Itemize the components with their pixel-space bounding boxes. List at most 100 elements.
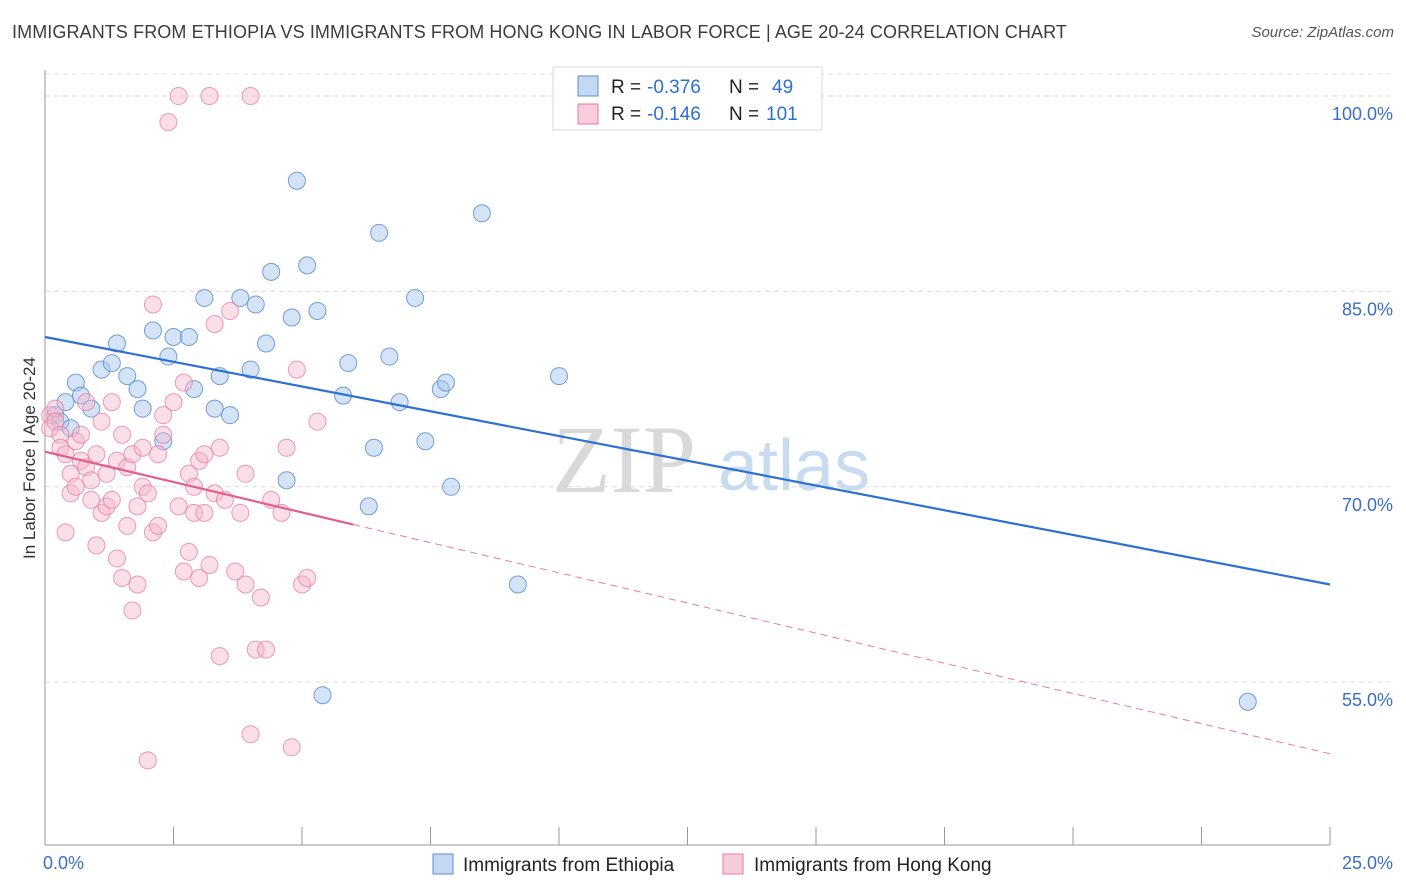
data-point-hongkong [308,412,327,431]
data-point-hongkong [257,640,276,659]
data-point-hongkong [251,588,270,607]
data-point-hongkong [159,113,178,132]
data-point-hongkong [231,503,250,522]
data-point-hongkong [56,523,75,542]
data-point-hongkong [138,484,157,503]
data-point-ethiopia [370,223,389,242]
y-axis-label: In Labor Force | Age 20-24 [20,357,39,559]
legend-r-value-1: -0.376 [647,77,701,98]
data-point-hongkong [174,562,193,581]
series-hongkong-points [41,87,327,770]
data-point-hongkong [102,490,121,509]
axes [44,70,1331,846]
data-point-ethiopia [231,288,250,307]
data-point-ethiopia [298,256,317,275]
data-point-ethiopia [56,393,75,412]
data-point-hongkong [179,542,198,561]
data-point-ethiopia [406,288,425,307]
data-point-ethiopia [282,308,301,327]
data-point-ethiopia [550,367,568,386]
y-tick-label: 55.0% [1342,690,1393,710]
data-point-hongkong [287,360,306,379]
data-point-ethiopia [241,360,260,379]
legend-n-label-2: N = [729,104,759,125]
legend-n-value-1: 49 [772,77,793,98]
data-point-ethiopia [195,288,214,307]
data-point-ethiopia [262,262,281,281]
data-point-hongkong [102,393,121,412]
y-tick-label: 100.0% [1332,104,1393,124]
legend-n-value-2: 101 [766,104,798,125]
data-point-hongkong [277,438,296,457]
data-point-hongkong [164,393,183,412]
data-point-hongkong [241,725,260,744]
data-point-ethiopia [133,399,152,418]
data-point-ethiopia [205,399,224,418]
data-point-hongkong [195,445,214,464]
data-point-ethiopia [364,438,383,457]
data-point-ethiopia [102,354,121,373]
legend-r-value-2: -0.146 [647,104,701,125]
data-point-hongkong [236,464,255,483]
data-point-hongkong [282,738,301,757]
data-point-hongkong [200,87,219,106]
x-tick-label: 25.0% [1342,853,1393,873]
data-point-hongkong [82,471,101,490]
data-point-hongkong [123,445,142,464]
data-point-hongkong [87,445,106,464]
legend-swatch-hongkong [577,103,599,125]
legend-r-label-1: R = [611,77,641,98]
x-tick-label: 0.0% [43,853,84,873]
trend-line-hongkong [44,450,354,526]
data-point-hongkong [133,438,152,457]
data-point-ethiopia [107,334,126,353]
chart-title: IMMIGRANTS FROM ETHIOPIA VS IMMIGRANTS F… [12,22,1067,42]
data-point-hongkong [154,406,173,425]
data-point-hongkong [174,373,193,392]
data-point-hongkong [82,490,101,509]
data-point-ethiopia [246,295,265,314]
data-point-hongkong [241,87,260,106]
legend-n-label-1: N = [729,77,759,98]
data-point-hongkong [143,295,162,314]
data-point-hongkong [71,425,90,444]
data-point-hongkong [205,314,224,333]
data-point-hongkong [169,497,188,516]
data-point-hongkong [123,601,142,620]
data-point-ethiopia [472,204,491,223]
data-point-ethiopia [257,334,276,353]
data-point-ethiopia [442,477,461,496]
series-legend-swatch-hongkong [722,853,744,875]
data-point-ethiopia [416,432,435,451]
data-point-hongkong [66,477,85,496]
data-point-ethiopia [221,406,240,425]
data-point-ethiopia [179,328,198,347]
data-point-ethiopia [508,575,527,594]
legend-r-label-2: R = [611,104,641,125]
data-point-hongkong [149,445,168,464]
data-point-ethiopia [164,328,183,347]
data-point-hongkong [46,399,65,418]
data-point-ethiopia [287,171,306,190]
y-tick-label: 70.0% [1342,495,1393,515]
series-legend-label-ethiopia: Immigrants from Ethiopia [463,855,675,876]
data-point-hongkong [221,301,240,320]
data-point-hongkong [138,751,157,770]
data-point-hongkong [154,425,173,444]
series-legend-label-hongkong: Immigrants from Hong Kong [754,855,992,876]
data-point-hongkong [210,438,229,457]
data-point-hongkong [246,640,265,659]
data-point-hongkong [113,568,132,587]
data-point-ethiopia [143,321,162,340]
watermark-zip: ZIP [552,406,696,513]
source-credit: Source: ZipAtlas.com [1251,24,1394,41]
data-point-hongkong [87,536,106,555]
data-point-ethiopia [277,471,296,490]
data-point-ethiopia [359,497,378,516]
data-point-hongkong [118,516,137,535]
data-point-ethiopia [380,347,399,366]
data-point-ethiopia [339,354,358,373]
series-legend-swatch-ethiopia [432,853,454,875]
data-point-ethiopia [118,367,137,386]
